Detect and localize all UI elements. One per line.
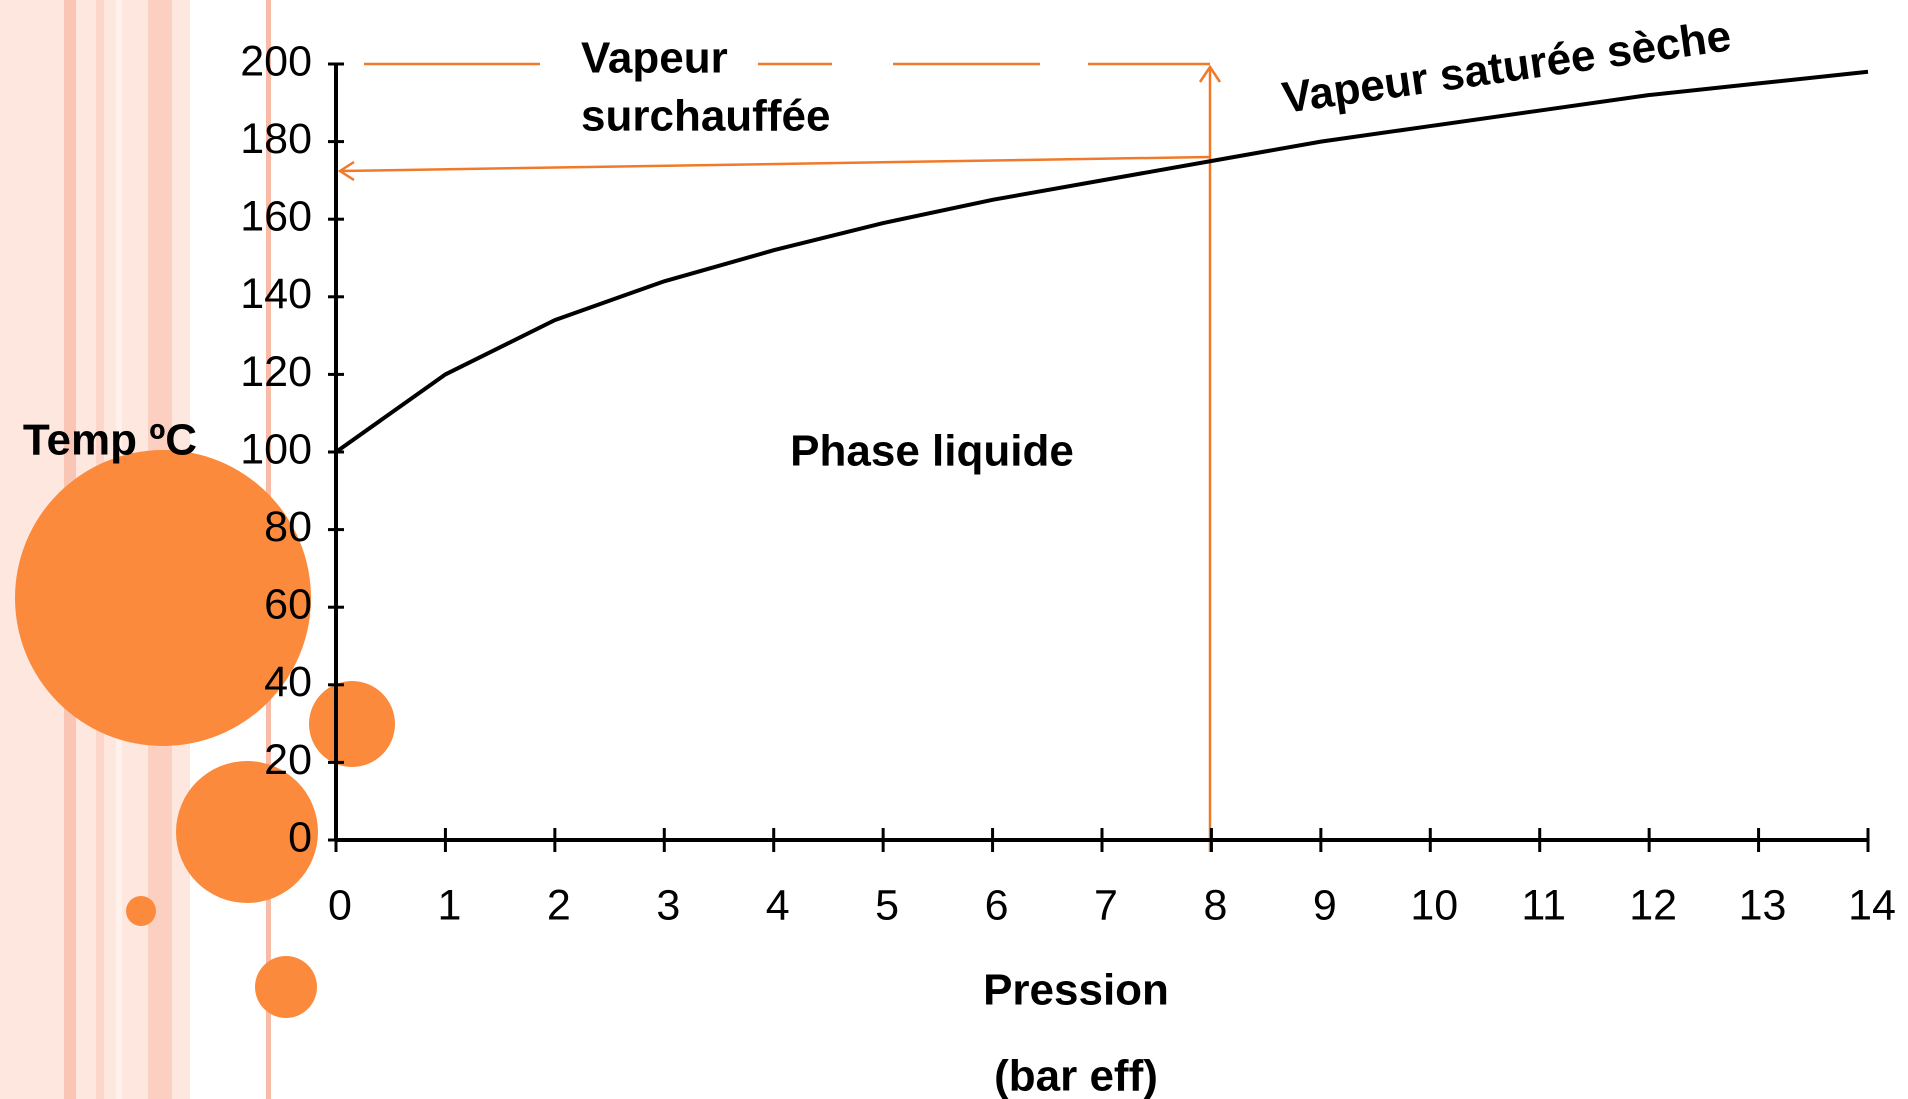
slide: 0204060801001201401601802000123456789101… bbox=[0, 0, 1908, 1099]
x-tick-label: 6 bbox=[985, 881, 1009, 929]
annotation: Phase liquide bbox=[790, 427, 1074, 476]
x-tick-label: 1 bbox=[437, 881, 461, 929]
y-tick-label: 160 bbox=[240, 193, 312, 241]
x-tick-label: 13 bbox=[1739, 881, 1787, 929]
x-tick-label: 3 bbox=[656, 881, 680, 929]
y-tick-label: 200 bbox=[240, 37, 312, 85]
x-tick-label: 2 bbox=[547, 881, 571, 929]
x-tick-label: 7 bbox=[1094, 881, 1118, 929]
y-tick-label: 60 bbox=[264, 581, 312, 629]
x-axis-label: Pression bbox=[983, 966, 1169, 1015]
x-tick-label: 9 bbox=[1313, 881, 1337, 929]
y-tick-label: 40 bbox=[264, 658, 312, 706]
x-tick-label: 4 bbox=[766, 881, 790, 929]
x-tick-label: 10 bbox=[1410, 881, 1458, 929]
x-axis-unit: (bar eff) bbox=[994, 1052, 1158, 1099]
y-tick-label: 100 bbox=[240, 425, 312, 473]
y-tick-label: 140 bbox=[240, 270, 312, 318]
y-axis-label: Temp ºC bbox=[23, 416, 197, 465]
x-tick-label: 0 bbox=[328, 881, 352, 929]
x-tick-label: 14 bbox=[1848, 881, 1896, 929]
x-tick-label: 8 bbox=[1203, 881, 1227, 929]
y-tick-label: 20 bbox=[264, 736, 312, 784]
y-tick-label: 120 bbox=[240, 348, 312, 396]
series-label: Vapeur saturée sèche bbox=[1279, 11, 1734, 122]
y-tick-label: 180 bbox=[240, 115, 312, 163]
annotation: surchauffée bbox=[581, 92, 830, 141]
annotation: Vapeur bbox=[581, 34, 728, 83]
line bbox=[336, 72, 1868, 452]
x-tick-label: 11 bbox=[1521, 881, 1566, 929]
y-tick-label: 0 bbox=[288, 813, 312, 861]
y-tick-label: 80 bbox=[264, 503, 312, 551]
x-tick-label: 5 bbox=[875, 881, 899, 929]
x-tick-label: 12 bbox=[1629, 881, 1677, 929]
